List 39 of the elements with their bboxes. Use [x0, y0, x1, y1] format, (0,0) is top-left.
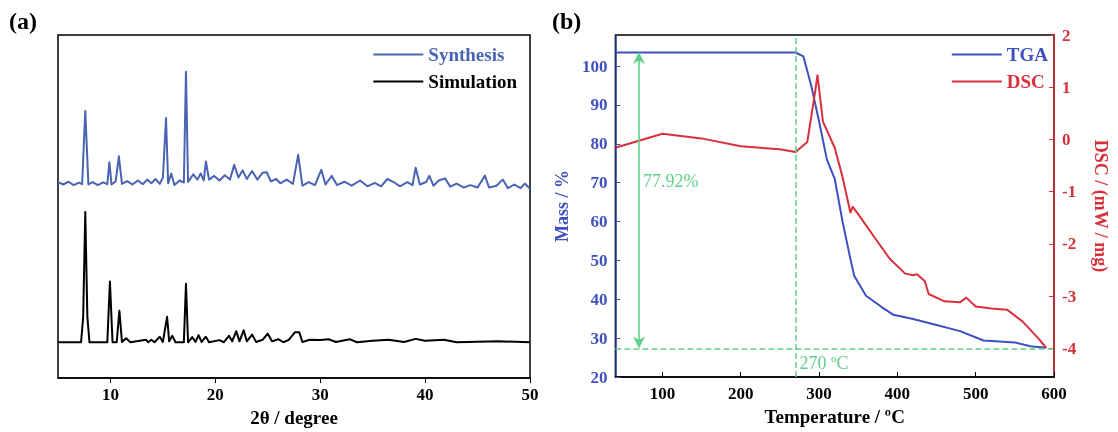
y-tick-label: 90 — [590, 95, 608, 115]
y2-tick-label: -4 — [1062, 338, 1077, 358]
x-tick-label: 600 — [1041, 384, 1067, 403]
y-tick-label: 60 — [590, 212, 608, 232]
x-tick-label: 200 — [727, 384, 754, 403]
x-tick-label: 400 — [884, 384, 911, 403]
chart-title: (b) — [552, 8, 582, 34]
legend-label: TGA — [1006, 44, 1049, 65]
x-tick-label: 30 — [311, 385, 329, 405]
x-axis-title: Temperature / ºC — [764, 405, 905, 427]
y2-tick-label: -2 — [1062, 234, 1077, 254]
legend-label: Simulation — [428, 71, 518, 92]
y-tick-label: 70 — [590, 173, 608, 193]
x-tick-label: 500 — [962, 384, 989, 403]
y-tick-label: 80 — [590, 134, 608, 154]
y-tick-label: 100 — [581, 56, 608, 76]
legend-label: DSC — [1006, 71, 1045, 92]
y2-tick-label: 1 — [1062, 77, 1071, 97]
y-tick-label: 40 — [590, 289, 608, 309]
y2-axis-title: DSC / (mW / mg) — [1090, 139, 1111, 273]
ref-line-label: 270 ºC — [799, 353, 849, 373]
x-tick-label: 100 — [649, 384, 676, 403]
chart-title: (a) — [9, 8, 37, 34]
x-axis-title: 2θ / degree — [250, 407, 338, 428]
y-axis-title: Mass / % — [552, 170, 572, 242]
x-tick-label: 10 — [101, 385, 119, 405]
legend-label: Synthesis — [428, 44, 505, 65]
x-tick-label: 20 — [206, 385, 224, 405]
x-tick-label: 40 — [416, 385, 434, 405]
y2-tick-label: 2 — [1062, 25, 1071, 45]
y-tick-label: 30 — [590, 328, 608, 348]
y2-tick-label: -3 — [1062, 286, 1077, 306]
x-tick-label: 50 — [521, 385, 539, 405]
y2-tick-label: 0 — [1062, 129, 1071, 149]
x-tick-label: 300 — [806, 384, 832, 403]
annotation: 77.92% — [643, 170, 699, 191]
y-tick-label: 50 — [590, 250, 608, 270]
y2-tick-label: -1 — [1062, 182, 1077, 202]
y-tick-label: 20 — [590, 367, 608, 387]
